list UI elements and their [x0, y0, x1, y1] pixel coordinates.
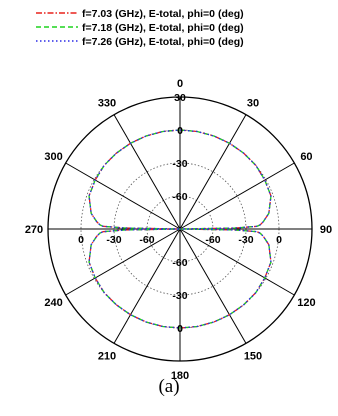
legend: f=7.03 (GHz), E-total, phi=0 (deg) f=7.18… [36, 8, 244, 48]
series-line-3 [88, 129, 272, 329]
radial-tick-label: 0 [276, 234, 282, 246]
grid-spoke [179, 162, 295, 230]
grid-spoke [65, 162, 181, 230]
radial-tick-label: -60 [172, 257, 187, 269]
angle-tick-label: 120 [297, 297, 315, 309]
grid-spoke [179, 228, 247, 344]
angle-tick-label: 240 [44, 297, 62, 309]
figure-caption: (a) [158, 376, 180, 397]
angle-tick-label: 300 [44, 151, 62, 163]
legend-label-1: f=7.03 (GHz), E-total, phi=0 (deg) [82, 8, 244, 20]
grid-spoke [179, 228, 295, 296]
grid-spoke [179, 114, 247, 230]
series-layer [88, 129, 272, 329]
radial-tick-label: -60 [205, 234, 220, 246]
radial-tick-label: 0 [177, 323, 183, 335]
legend-label-2: f=7.18 (GHz), E-total, phi=0 (deg) [82, 22, 244, 34]
angle-tick-label: 60 [300, 151, 312, 163]
angle-tick-label: 90 [320, 224, 332, 236]
radial-tick-label: -30 [172, 290, 187, 302]
radial-tick-label: 0 [177, 125, 183, 137]
radial-tick-label: -30 [106, 234, 121, 246]
angle-tick-label: 270 [25, 224, 43, 236]
radial-tick-label: 30 [174, 92, 186, 104]
angle-tick-label: 150 [244, 350, 262, 362]
angle-tick-label: 330 [98, 98, 116, 110]
radial-tick-label: -30 [172, 158, 187, 170]
legend-label-3: f=7.26 (GHz), E-total, phi=0 (deg) [82, 36, 244, 48]
angle-tick-label: 0 [177, 78, 183, 90]
angle-tick-label: 30 [247, 98, 259, 110]
grid-spoke [65, 228, 181, 296]
radial-tick-label: -60 [172, 191, 187, 203]
radial-tick-label: 0 [78, 234, 84, 246]
grid-spoke [113, 114, 181, 230]
radial-tick-label: -60 [139, 234, 154, 246]
radial-tick-label: -30 [238, 234, 253, 246]
grid-spoke [113, 228, 181, 344]
angle-tick-label: 210 [98, 350, 116, 362]
angle-tick-label: 180 [171, 370, 189, 382]
